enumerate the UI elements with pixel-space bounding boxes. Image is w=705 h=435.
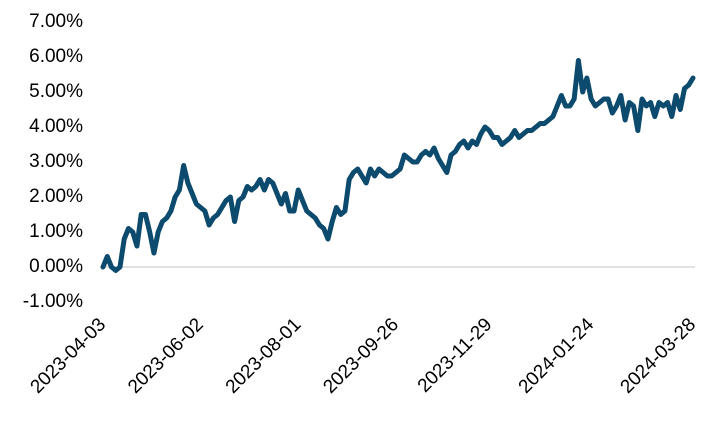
- y-tick-label: 7.00%: [29, 11, 83, 32]
- y-tick-label: 4.00%: [29, 116, 83, 137]
- line-series: [100, 58, 696, 273]
- y-tick-label: 2.00%: [29, 186, 83, 207]
- y-tick-label: 3.00%: [29, 151, 83, 172]
- x-tick-label: 2024-01-24: [515, 314, 599, 398]
- x-tick-label: 2023-11-29: [414, 314, 497, 397]
- x-tick-label: 2023-09-26: [319, 314, 403, 398]
- x-tick-label: 2023-08-01: [222, 314, 306, 398]
- y-tick-label: 1.00%: [29, 221, 83, 242]
- y-tick-label: 5.00%: [29, 81, 83, 102]
- y-tick-label: -1.00%: [23, 291, 83, 312]
- x-tick-label: 2023-04-03: [26, 314, 110, 398]
- y-tick-label: 0.00%: [29, 256, 83, 277]
- y-tick-label: 6.00%: [29, 46, 83, 67]
- x-tick-label: 2024-03-28: [616, 314, 700, 398]
- x-tick-label: 2023-06-02: [124, 314, 208, 398]
